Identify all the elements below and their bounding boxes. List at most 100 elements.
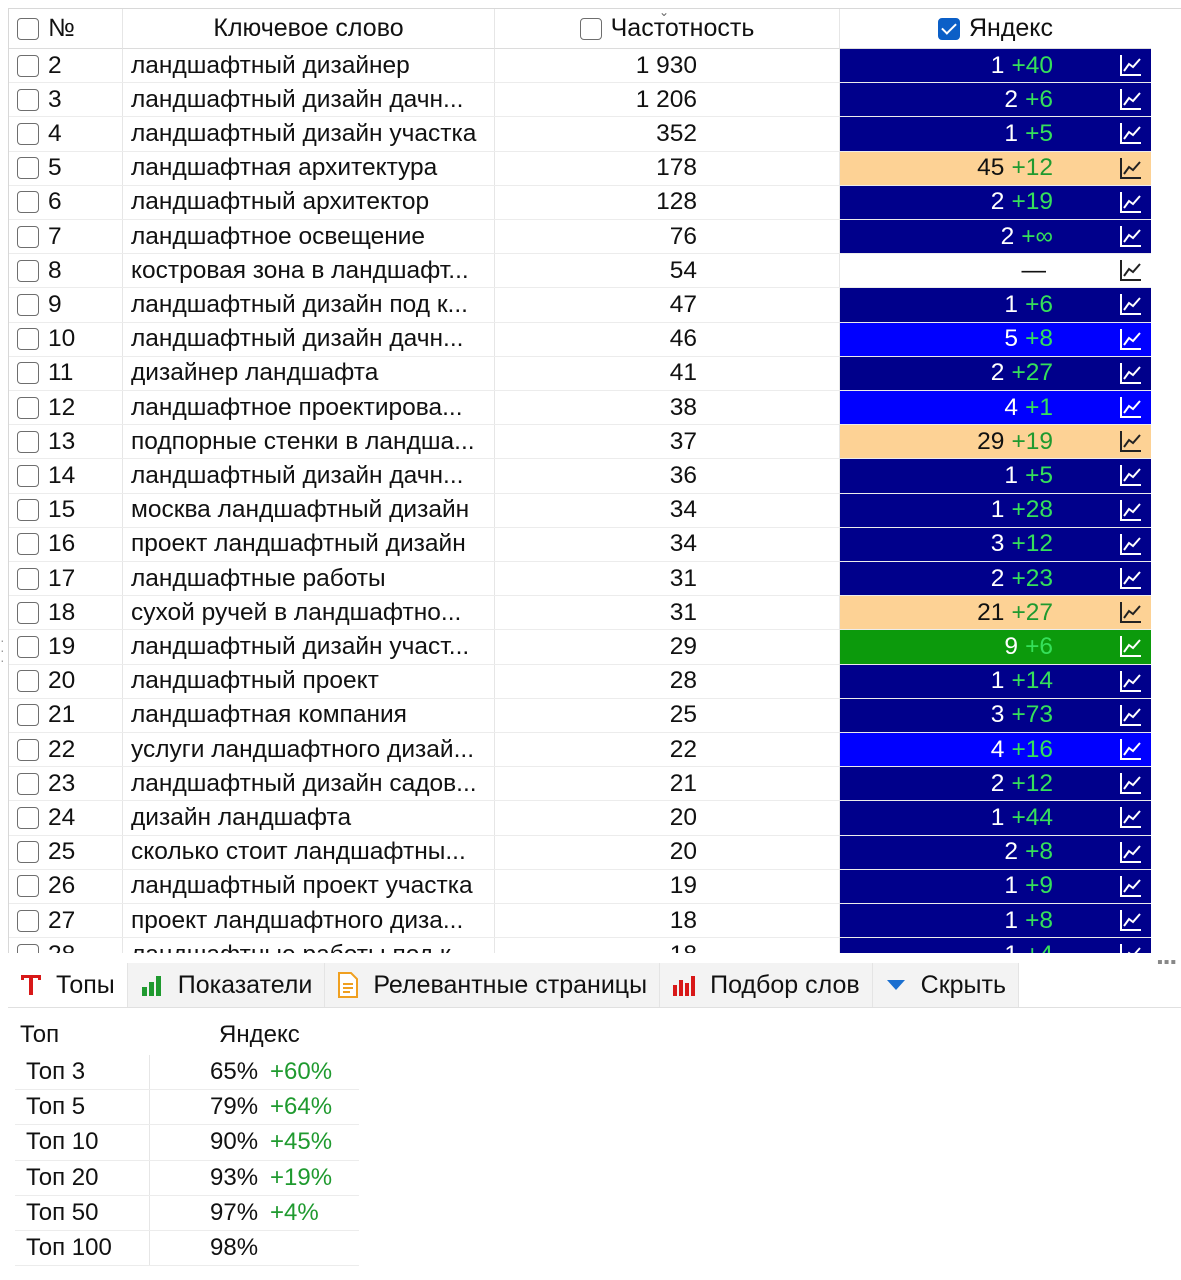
row-keyword-cell[interactable]: ландшафтное освещение bbox=[123, 220, 495, 254]
row-frequency-cell[interactable]: 34 bbox=[495, 527, 840, 561]
row-frequency-cell[interactable]: 352 bbox=[495, 117, 840, 151]
table-row[interactable]: 11 дизайнер ландшафта 41 2 +27 bbox=[9, 356, 1151, 391]
row-keyword-cell[interactable]: ландшафтный проект bbox=[123, 664, 495, 698]
row-yandex-cell[interactable]: 5 +8 bbox=[840, 322, 1151, 356]
yandex-checkbox[interactable] bbox=[937, 17, 960, 40]
position-chart-icon[interactable] bbox=[1119, 292, 1143, 316]
row-checkbox[interactable] bbox=[17, 635, 39, 658]
row-frequency-cell[interactable]: 1 206 bbox=[495, 83, 840, 117]
table-row[interactable]: 22 услуги ландшафтного дизай... 22 4 +16 bbox=[9, 733, 1151, 768]
row-yandex-cell[interactable]: 1 +5 bbox=[840, 117, 1151, 151]
row-keyword-cell[interactable]: костровая зона в ландшафт... bbox=[123, 254, 495, 288]
position-chart-icon[interactable] bbox=[1119, 87, 1143, 111]
position-chart-icon[interactable] bbox=[1119, 224, 1143, 248]
row-yandex-cell[interactable]: 2 +19 bbox=[840, 185, 1151, 219]
table-row[interactable]: 28 ландшафтные работы под к... 18 1 +4 bbox=[9, 938, 1151, 953]
row-checkbox[interactable] bbox=[17, 738, 39, 761]
position-chart-icon[interactable] bbox=[1119, 669, 1143, 693]
row-frequency-cell[interactable]: 31 bbox=[495, 562, 840, 596]
position-chart-icon[interactable] bbox=[1119, 121, 1143, 145]
row-checkbox[interactable] bbox=[17, 259, 39, 282]
tab-hide[interactable]: Скрыть bbox=[872, 963, 1019, 1007]
position-chart-icon[interactable] bbox=[1119, 395, 1143, 419]
row-checkbox[interactable] bbox=[17, 54, 39, 77]
row-yandex-cell[interactable]: 2 +∞ bbox=[840, 220, 1151, 254]
row-checkbox[interactable] bbox=[17, 909, 39, 932]
row-keyword-cell[interactable]: ландшафтный проект участка bbox=[123, 869, 495, 903]
row-frequency-cell[interactable]: 18 bbox=[495, 904, 840, 938]
row-yandex-cell[interactable]: 1 +40 bbox=[840, 49, 1151, 83]
splitter-handle[interactable]: ▪▪▪ bbox=[1156, 954, 1177, 971]
row-yandex-cell[interactable]: 1 +9 bbox=[840, 869, 1151, 903]
row-frequency-cell[interactable]: 19 bbox=[495, 869, 840, 903]
position-chart-icon[interactable] bbox=[1119, 737, 1143, 761]
row-frequency-cell[interactable]: 38 bbox=[495, 391, 840, 425]
table-row[interactable]: 15 москва ландшафтный дизайн 34 1 +28 bbox=[9, 493, 1151, 528]
row-keyword-cell[interactable]: ландшафтный дизайн дачн... bbox=[123, 83, 495, 117]
row-keyword-cell[interactable]: подпорные стенки в ландша... bbox=[123, 425, 495, 459]
table-row[interactable]: 5 ландшафтная архитектура 178 45 +12 bbox=[9, 151, 1151, 186]
row-checkbox[interactable] bbox=[17, 499, 39, 522]
table-row[interactable]: 17 ландшафтные работы 31 2 +23 bbox=[9, 562, 1151, 597]
position-chart-icon[interactable] bbox=[1119, 703, 1143, 727]
row-checkbox[interactable] bbox=[17, 943, 39, 953]
position-chart-icon[interactable] bbox=[1119, 190, 1143, 214]
position-chart-icon[interactable] bbox=[1119, 361, 1143, 385]
row-checkbox[interactable] bbox=[17, 362, 39, 385]
row-frequency-cell[interactable]: 25 bbox=[495, 698, 840, 732]
row-yandex-cell[interactable]: 2 +8 bbox=[840, 835, 1151, 869]
row-checkbox[interactable] bbox=[17, 328, 39, 351]
row-yandex-cell[interactable]: 45 +12 bbox=[840, 151, 1151, 185]
row-frequency-cell[interactable]: 46 bbox=[495, 322, 840, 356]
tab-relevant-pages[interactable]: Релевантные страницы bbox=[325, 963, 661, 1007]
position-chart-icon[interactable] bbox=[1119, 498, 1143, 522]
header-frequency[interactable]: ⌄ Частотность bbox=[495, 9, 840, 49]
position-chart-icon[interactable] bbox=[1119, 327, 1143, 351]
row-yandex-cell[interactable]: 2 +6 bbox=[840, 83, 1151, 117]
position-chart-icon[interactable] bbox=[1119, 566, 1143, 590]
row-frequency-cell[interactable]: 36 bbox=[495, 459, 840, 493]
row-keyword-cell[interactable]: ландшафтный дизайн дачн... bbox=[123, 322, 495, 356]
table-row[interactable]: 7 ландшафтное освещение 76 2 +∞ bbox=[9, 220, 1151, 255]
row-yandex-cell[interactable]: 1 +5 bbox=[840, 459, 1151, 493]
row-frequency-cell[interactable]: 76 bbox=[495, 220, 840, 254]
table-row[interactable]: 10 ландшафтный дизайн дачн... 46 5 +8 bbox=[9, 322, 1151, 357]
row-frequency-cell[interactable]: 22 bbox=[495, 733, 840, 767]
row-yandex-cell[interactable]: 9 +6 bbox=[840, 630, 1151, 664]
row-checkbox[interactable] bbox=[17, 533, 39, 556]
row-yandex-cell[interactable]: 21 +27 bbox=[840, 596, 1151, 630]
row-checkbox[interactable] bbox=[17, 225, 39, 248]
row-yandex-cell[interactable]: — bbox=[840, 254, 1151, 288]
position-chart-icon[interactable] bbox=[1119, 258, 1143, 282]
position-chart-icon[interactable] bbox=[1119, 805, 1143, 829]
row-yandex-cell[interactable]: 1 +4 bbox=[840, 938, 1151, 953]
row-yandex-cell[interactable]: 1 +8 bbox=[840, 904, 1151, 938]
table-row[interactable]: 8 костровая зона в ландшафт... 54 — bbox=[9, 254, 1151, 289]
position-chart-icon[interactable] bbox=[1119, 634, 1143, 658]
table-row[interactable]: 3 ландшафтный дизайн дачн... 1 206 2 +6 bbox=[9, 83, 1151, 118]
header-num[interactable]: № bbox=[9, 9, 123, 49]
table-row[interactable]: 24 дизайн ландшафта 20 1 +44 bbox=[9, 801, 1151, 836]
row-yandex-cell[interactable]: 1 +28 bbox=[840, 493, 1151, 527]
row-keyword-cell[interactable]: ландшафтная компания bbox=[123, 698, 495, 732]
row-checkbox[interactable] bbox=[17, 567, 39, 590]
header-keyword[interactable]: Ключевое слово bbox=[123, 9, 495, 49]
row-frequency-cell[interactable]: 29 bbox=[495, 630, 840, 664]
row-checkbox[interactable] bbox=[17, 122, 39, 145]
position-chart-icon[interactable] bbox=[1119, 600, 1143, 624]
row-yandex-cell[interactable]: 3 +73 bbox=[840, 698, 1151, 732]
table-row[interactable]: 14 ландшафтный дизайн дачн... 36 1 +5 bbox=[9, 459, 1151, 494]
table-row[interactable]: 20 ландшафтный проект 28 1 +14 bbox=[9, 664, 1151, 699]
table-row[interactable]: 13 подпорные стенки в ландша... 37 29 +19 bbox=[9, 425, 1151, 460]
row-frequency-cell[interactable]: 178 bbox=[495, 151, 840, 185]
row-keyword-cell[interactable]: москва ландшафтный дизайн bbox=[123, 493, 495, 527]
position-chart-icon[interactable] bbox=[1119, 840, 1143, 864]
position-chart-icon[interactable] bbox=[1119, 532, 1143, 556]
row-keyword-cell[interactable]: ландшафтный дизайн участ... bbox=[123, 630, 495, 664]
row-checkbox[interactable] bbox=[17, 464, 39, 487]
row-checkbox[interactable] bbox=[17, 670, 39, 693]
splitter-handle-left[interactable]: · · · bbox=[0, 632, 5, 668]
tab-tops[interactable]: Топы bbox=[8, 963, 128, 1007]
table-row[interactable]: 26 ландшафтный проект участка 19 1 +9 bbox=[9, 869, 1151, 904]
row-checkbox[interactable] bbox=[17, 157, 39, 180]
